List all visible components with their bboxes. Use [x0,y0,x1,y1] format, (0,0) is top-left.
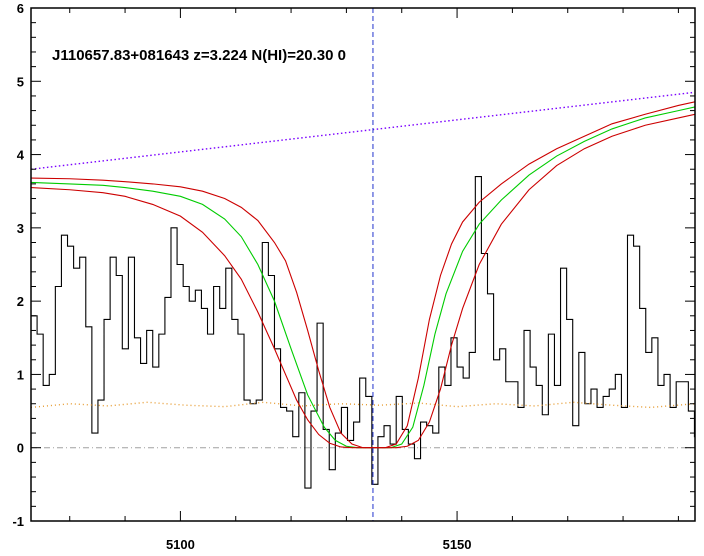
y-tick-label: 6 [17,1,24,16]
y-tick-label: 2 [17,294,24,309]
fit-lower-bound-line [31,113,695,449]
plot-frame [30,7,696,522]
plot-area [31,8,695,521]
axes: -1 0 1 2 3 4 5 6 5100 5150 [12,1,696,552]
chart-title: J110657.83+081643 z=3.224 N(HI)=20.30 0 [52,47,346,64]
y-tick-label: 4 [17,148,25,163]
y-tick-label: -1 [12,514,24,529]
flux-step-line [31,176,695,489]
x-tick-label: 5100 [166,537,195,552]
continuum-line [31,91,695,170]
x-tick-label: 5150 [443,537,472,552]
y-tick-label: 3 [17,221,24,236]
y-tick-label: 0 [17,441,24,456]
y-tick-label: 5 [17,74,24,89]
plot-clipped-group [31,8,695,521]
y-tick-label: 1 [17,367,24,382]
